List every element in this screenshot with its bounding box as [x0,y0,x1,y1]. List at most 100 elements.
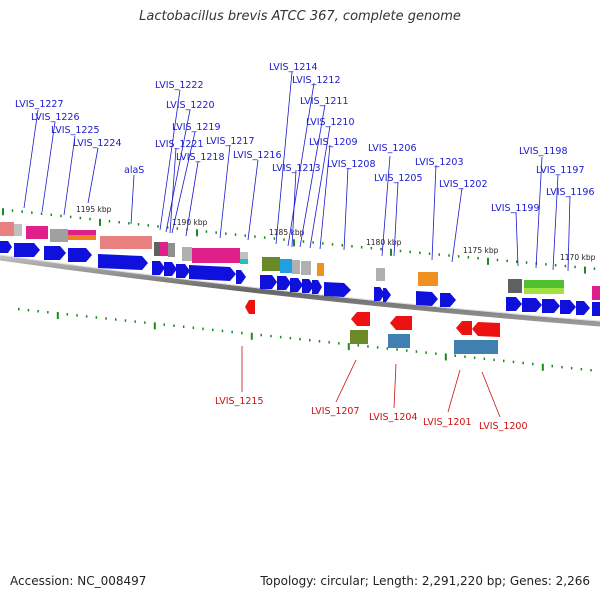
tick-mark [85,315,88,318]
tick-mark [234,233,237,236]
tick-mark [396,348,398,351]
gene-label[interactable]: LVIS_1201 [423,417,472,428]
tick-mark [31,211,33,214]
gene-label[interactable]: LVIS_1224 [73,138,122,149]
tick-mark [60,214,62,218]
gene-label[interactable]: LVIS_1196 [546,187,595,198]
gene-label[interactable]: LVIS_1203 [415,157,464,168]
gene-label[interactable]: LVIS_1222 [155,80,204,91]
tick-mark [105,317,107,320]
tick-mark [134,320,136,323]
tick-mark [202,327,204,331]
kbp-mark: 1180 kbp [366,238,402,247]
tick-mark [196,229,198,237]
tick-mark [399,249,402,253]
tick-mark [40,212,43,216]
tick-mark [386,347,389,350]
tick-mark [428,252,431,255]
gene-label[interactable]: LVIS_1211 [300,96,349,107]
genome-backbone-highlight [0,254,600,322]
tick-mark [176,227,179,230]
gene-label[interactable]: LVIS_1207 [311,406,360,417]
tick-mark [95,316,98,319]
tick-mark [564,264,567,268]
gene-label[interactable]: LVIS_1208 [327,159,376,170]
tick-mark [309,338,311,342]
tick-mark [409,250,411,254]
tick-mark [115,318,117,321]
tick-mark [580,367,583,371]
tick-mark [37,309,39,313]
cog-boxes-reverse [350,330,498,354]
gene-label[interactable]: alaS [124,165,144,176]
gene-label[interactable]: LVIS_1221 [155,139,204,150]
gene-label[interactable]: LVIS_1202 [439,179,488,190]
tick-mark [124,319,127,322]
tick-mark [137,223,140,226]
tick-mark [516,260,518,263]
tick-mark [225,232,227,235]
gene-label[interactable]: LVIS_1209 [309,137,358,148]
tick-mark [205,230,208,233]
tick-mark [506,259,508,263]
tick-mark [357,344,359,347]
gene-label[interactable]: LVIS_1227 [15,99,64,110]
gene-label[interactable]: LVIS_1200 [479,421,528,432]
gene-label[interactable]: LVIS_1219 [172,122,221,133]
gene-label[interactable]: LVIS_1220 [166,100,215,111]
tick-mark [457,255,460,258]
gene-label[interactable]: LVIS_1217 [206,136,255,147]
gene-label[interactable]: LVIS_1225 [51,125,100,136]
map-title: Lactobacillus brevis ATCC 367, complete … [139,9,461,24]
tick-mark [302,240,305,243]
gene-label[interactable]: LVIS_1218 [176,152,225,163]
tick-mark [147,224,149,227]
gene-label[interactable]: LVIS_1210 [306,117,355,128]
tick-mark [351,245,353,248]
tick-mark [260,333,262,337]
gene-label[interactable]: LVIS_1199 [491,203,540,214]
tick-mark [370,246,373,250]
kbp-mark: 1185 kbp [269,228,305,237]
tick-mark [347,343,350,351]
tick-mark [415,350,418,353]
kbp-mark: 1195 kbp [76,205,112,214]
tick-mark [108,219,111,223]
gene-label[interactable]: LVIS_1206 [368,143,417,154]
tick-mark [464,355,466,359]
tick-mark [50,213,52,217]
forward-genes [0,241,600,316]
tick-mark [561,365,563,369]
tick-mark [493,358,495,362]
gene-label[interactable]: LVIS_1226 [31,112,80,123]
tick-mark [166,226,169,229]
tick-mark [438,253,440,256]
gene-label[interactable]: LVIS_1205 [374,173,423,184]
forward-leader-lines [23,71,571,272]
tick-mark [250,332,253,340]
gene-label[interactable]: LVIS_1204 [369,412,418,423]
tick-mark [318,339,321,343]
gene-label[interactable]: LVIS_1213 [272,163,321,174]
tick-mark [590,368,592,372]
forward-gene-labels: LVIS_1227 LVIS_1226 LVIS_1225 LVIS_1224 … [15,62,595,214]
tick-mark [328,341,330,344]
tick-mark [419,251,421,255]
tick-mark [99,218,101,226]
gene-label[interactable]: LVIS_1215 [215,396,264,407]
kbp-mark: 1175 kbp [463,246,499,255]
topology-text: Topology: circular; Length: 2,291,220 bp… [260,574,590,588]
tick-mark [289,336,292,340]
tick-mark [69,215,72,219]
gene-label[interactable]: LVIS_1214 [269,62,318,73]
tick-mark [221,329,224,333]
tick-mark [76,314,78,317]
gene-label[interactable]: LVIS_1212 [292,75,341,86]
tick-mark [425,351,427,354]
gene-label[interactable]: LVIS_1197 [536,165,585,176]
gene-label[interactable]: LVIS_1216 [233,150,282,161]
tick-mark [376,346,379,349]
tick-mark [312,241,314,244]
gene-label[interactable]: LVIS_1198 [519,146,568,157]
